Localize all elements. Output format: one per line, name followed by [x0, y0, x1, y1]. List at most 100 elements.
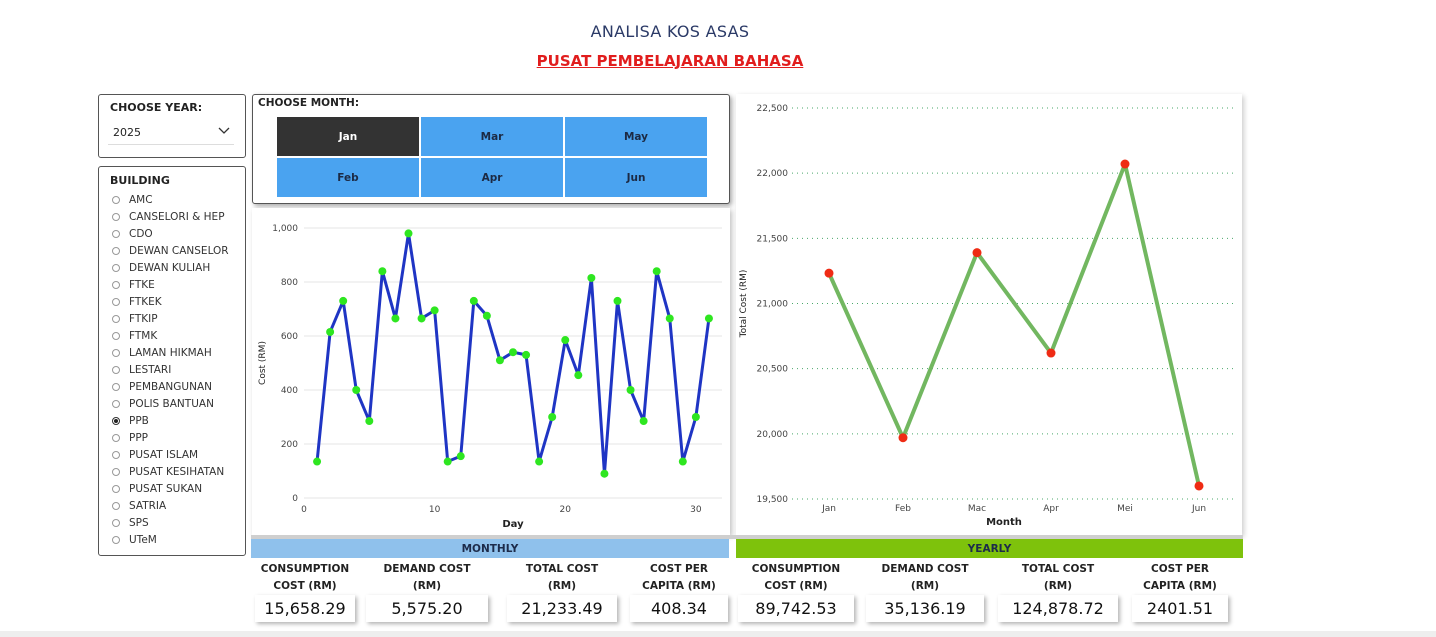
daily-cost-point[interactable]: [561, 336, 570, 345]
radio-button[interactable]: [112, 314, 120, 323]
kpi-value: 89,742.53: [738, 595, 854, 622]
building-option[interactable]: SATRIA: [112, 497, 229, 514]
daily-cost-point[interactable]: [600, 469, 609, 478]
daily-cost-point[interactable]: [665, 314, 674, 323]
radio-button[interactable]: [112, 382, 120, 391]
month-slicer: CHOOSE MONTH: Jan Mar May Feb Apr Jun: [252, 94, 730, 204]
daily-cost-point[interactable]: [391, 314, 400, 323]
kpi-label-line1: DEMAND COST: [383, 563, 471, 575]
radio-button[interactable]: [112, 331, 120, 340]
radio-button[interactable]: [112, 433, 120, 442]
radio-button[interactable]: [112, 263, 120, 272]
daily-cost-point[interactable]: [417, 314, 426, 323]
daily-cost-point[interactable]: [626, 386, 635, 394]
radio-button[interactable]: [112, 280, 120, 289]
building-option[interactable]: CANSELORI & HEP: [112, 208, 229, 225]
building-option[interactable]: PUSAT SUKAN: [112, 480, 229, 497]
radio-button[interactable]: [112, 416, 120, 425]
building-option-label: POLIS BANTUAN: [129, 397, 214, 410]
building-option[interactable]: POLIS BANTUAN: [112, 395, 229, 412]
month-button-feb[interactable]: Feb: [277, 158, 419, 197]
daily-cost-point[interactable]: [339, 296, 348, 305]
building-option[interactable]: PPP: [112, 429, 229, 446]
monthly-total-cost-point[interactable]: [824, 268, 834, 278]
daily-cost-point[interactable]: [469, 296, 478, 305]
year-dropdown[interactable]: 2025: [108, 122, 234, 145]
daily-cost-point[interactable]: [482, 311, 491, 320]
building-option[interactable]: FTKE: [112, 276, 229, 293]
daily-cost-point[interactable]: [365, 417, 374, 426]
building-option-label: DEWAN KULIAH: [129, 261, 211, 274]
daily-cost-point[interactable]: [326, 327, 335, 336]
month-button-mar[interactable]: Mar: [421, 117, 563, 156]
footer-strip: [0, 631, 1436, 637]
radio-button[interactable]: [112, 484, 120, 493]
building-option[interactable]: PEMBANGUNAN: [112, 378, 229, 395]
radio-button[interactable]: [112, 246, 120, 255]
month-button-jun[interactable]: Jun: [565, 158, 707, 197]
daily-cost-point[interactable]: [587, 273, 596, 282]
building-option[interactable]: LAMAN HIKMAH: [112, 344, 229, 361]
daily-cost-point[interactable]: [404, 229, 413, 238]
daily-cost-point[interactable]: [509, 348, 517, 357]
daily-cost-point[interactable]: [352, 386, 361, 394]
y-tick-label: 0: [292, 494, 298, 504]
daily-cost-point[interactable]: [639, 417, 648, 426]
monthly-total-cost-point[interactable]: [1046, 348, 1056, 358]
daily-cost-point[interactable]: [430, 306, 439, 315]
daily-cost-point[interactable]: [456, 452, 465, 461]
daily-cost-point[interactable]: [548, 413, 557, 421]
month-button-apr[interactable]: Apr: [421, 158, 563, 197]
monthly-total-cost-point[interactable]: [898, 433, 908, 443]
monthly-total-cost-point[interactable]: [1120, 159, 1130, 169]
radio-button[interactable]: [112, 297, 120, 306]
daily-cost-point[interactable]: [613, 296, 622, 305]
radio-button[interactable]: [112, 348, 120, 357]
building-option[interactable]: SPS: [112, 514, 229, 531]
daily-cost-point[interactable]: [313, 457, 322, 466]
daily-cost-point[interactable]: [574, 371, 583, 380]
monthly-total-cost-point[interactable]: [1194, 481, 1204, 491]
building-option[interactable]: DEWAN CANSELOR: [112, 242, 229, 259]
kpi-label-line2: CAPITA (RM): [1143, 580, 1217, 592]
building-option-label: PUSAT KESIHATAN: [129, 465, 225, 478]
daily-cost-point[interactable]: [495, 356, 504, 365]
daily-cost-point[interactable]: [678, 457, 687, 466]
daily-cost-point[interactable]: [378, 267, 387, 276]
x-tick-label: 20: [560, 505, 572, 515]
month-button-jan[interactable]: Jan: [277, 117, 419, 156]
kpi-value: 21,233.49: [507, 595, 617, 622]
radio-button[interactable]: [112, 501, 120, 510]
building-option[interactable]: PPB: [112, 412, 229, 429]
month-button-may[interactable]: May: [565, 117, 707, 156]
daily-cost-point[interactable]: [652, 267, 661, 276]
radio-button[interactable]: [112, 365, 120, 374]
building-option[interactable]: LESTARI: [112, 361, 229, 378]
radio-button[interactable]: [112, 535, 120, 544]
daily-cost-point[interactable]: [691, 413, 700, 421]
building-option[interactable]: DEWAN KULIAH: [112, 259, 229, 276]
building-option[interactable]: FTKIP: [112, 310, 229, 327]
building-option[interactable]: FTKEK: [112, 293, 229, 310]
kpi-label-line2: (RM): [412, 580, 442, 592]
building-option[interactable]: PUSAT ISLAM: [112, 446, 229, 463]
daily-cost-point[interactable]: [535, 457, 544, 466]
radio-button[interactable]: [112, 450, 120, 459]
building-option[interactable]: AMC: [112, 191, 229, 208]
radio-button[interactable]: [112, 212, 120, 221]
daily-cost-point[interactable]: [443, 457, 452, 466]
building-option[interactable]: CDO: [112, 225, 229, 242]
monthly-total-cost-point[interactable]: [972, 248, 982, 258]
daily-cost-point[interactable]: [704, 314, 713, 323]
building-option[interactable]: FTMK: [112, 327, 229, 344]
radio-button[interactable]: [112, 518, 120, 527]
radio-button[interactable]: [112, 399, 120, 408]
daily-cost-point[interactable]: [522, 350, 531, 359]
building-option[interactable]: PUSAT KESIHATAN: [112, 463, 229, 480]
radio-button[interactable]: [112, 467, 120, 476]
building-option[interactable]: UTeM: [112, 531, 229, 548]
x-tick-label: 10: [429, 505, 441, 515]
radio-button[interactable]: [112, 195, 120, 204]
year-dropdown-value: 2025: [113, 126, 141, 139]
radio-button[interactable]: [112, 229, 120, 238]
